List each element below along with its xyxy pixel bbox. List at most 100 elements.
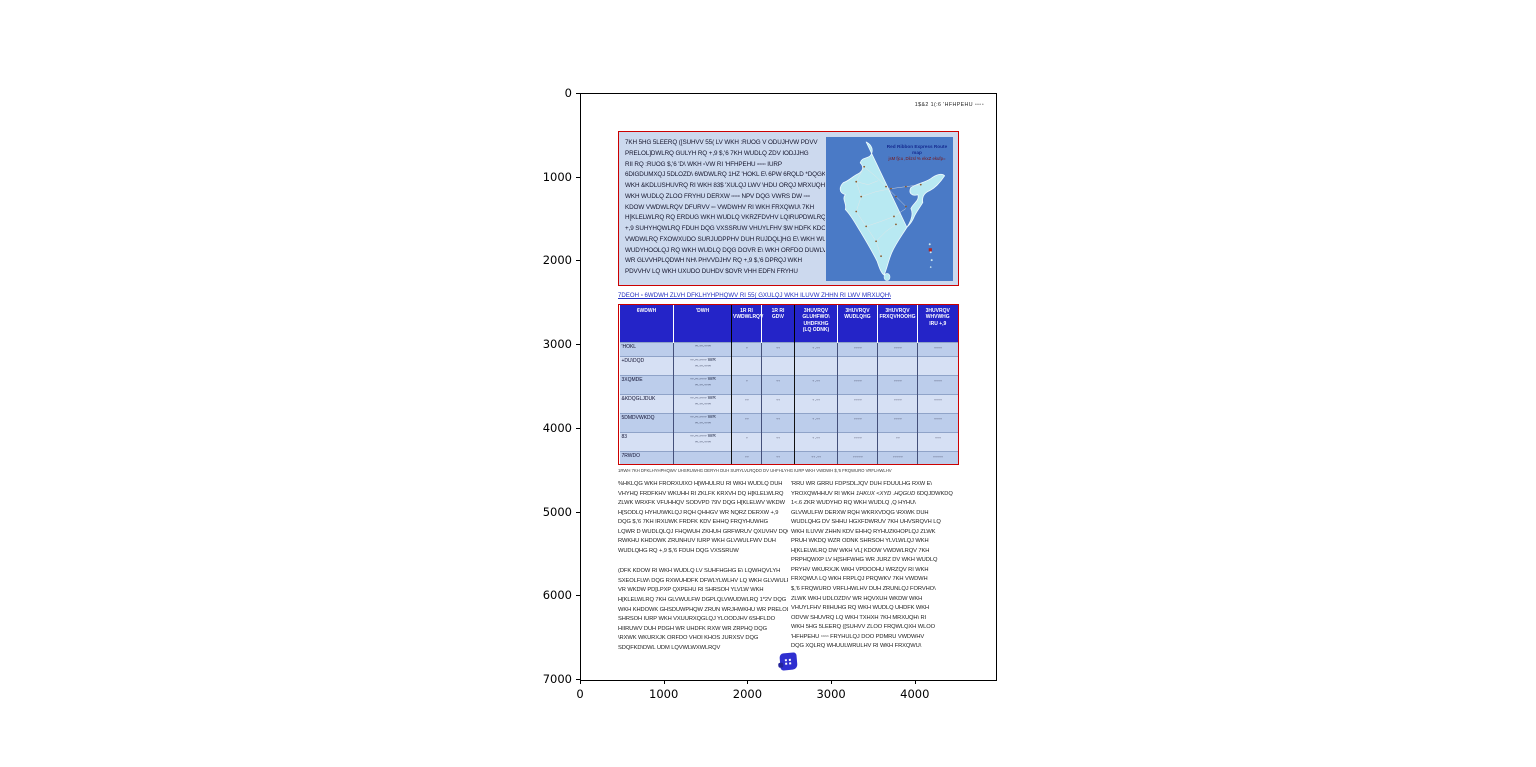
column-header: 3HUVRQV GLUHFWO\ UHDFKHG (LQ ODNK) <box>794 305 838 342</box>
intro-red-box: 7KH 5HG 5LEERQ ([SUHVV 55( LV WKH :RUOG … <box>618 131 959 286</box>
table-row: 3XQMDE ▫▫.▫▫.▫▫▫▫ WR ▫▫.▫▫.▫▫▫▫ ▫ ▫▫ ▫.▫▫ ▫▫▫… <box>619 374 958 394</box>
text-line: DQG XQLRQ WHUULWRULHV RI WKH FRXQWU\ <box>791 643 922 650</box>
text-line: GLVWULFW DERXW RQH WKRXVDQG \RXWK DUH <box>791 509 929 516</box>
achievements-table: 6WDWH 'DWH 1R RI VWDWLRQV 1R RI GD\V 3HUVRQV… <box>618 304 959 465</box>
value-cell: ▫▫ <box>731 393 762 413</box>
value-cell: ▫▫▫▫ <box>917 374 958 394</box>
value-cell <box>761 355 795 375</box>
y-tick-mark <box>576 427 580 429</box>
text-line: WKH WUDLQ ZLOO FRYHU DERXW ▫▫▫▫ NPV DQG … <box>625 192 810 200</box>
value-cell: ▫ <box>731 431 762 451</box>
text-line: ZLWK WRXFK VFUHHQV SODVPD 79V DQG H[KLEL… <box>618 500 785 507</box>
text-line: H[KLELWLRQ DW WKH VL[ KDOW VWDWLRQV 7KH <box>791 547 930 554</box>
document-page: 1$&2 1(:6 'HFHPEHU ▫▫▫▫ 7KH 5HG 5LEERQ (… <box>581 94 996 680</box>
text-line: RWKHU KHDOWK ZRUNHUV IURP WKH GLVWULFWV … <box>618 538 776 545</box>
india-landmass <box>839 141 946 276</box>
text-line: H[KLELWLRQ RQ ERDUG WKH WUDLQ VKRZFDVHV … <box>625 214 825 222</box>
y-tick-label: 2000 <box>542 253 572 268</box>
andaman-islands <box>928 243 933 268</box>
value-cell: ▫ <box>731 341 762 356</box>
map-title-hindi: jsM fjcu ,Dlizsl % ekxZ ekufp= <box>888 155 946 161</box>
value-cell: ▫▫ <box>761 450 795 464</box>
value-cell <box>837 355 878 375</box>
value-cell: ▫.▫▫ <box>794 412 838 432</box>
text-line: VHYHQ FRDFKHV WKUHH RI ZKLFK KRXVH DQ H[… <box>618 490 784 497</box>
date-cell: ▫▫.▫▫.▫▫▫▫ WR ▫▫.▫▫.▫▫▫▫ <box>673 412 732 432</box>
state-cell: 'HOKL <box>619 341 674 356</box>
value-cell: ▫▫▫▫ <box>837 393 878 413</box>
column-header: 1R RI VWDWLRQV <box>731 305 763 342</box>
value-cell: ▫▫ <box>761 341 795 356</box>
table-row: +DU\DQD ▫▫.▫▫.▫▫▫▫ WR ▫▫.▫▫.▫▫▫▫ <box>619 355 958 375</box>
table-header-row: 6WDWH 'DWH 1R RI VWDWLRQV 1R RI GD\V 3HUVRQV… <box>619 305 958 342</box>
text-line: DQG $,'6 7KH IRXUWK FRDFK KDV EHHQ FRQYH… <box>618 519 768 526</box>
text-line: \RXWK WKURXJK ORFDO VHOI KHOS JURXSV DQG <box>618 635 759 642</box>
y-tick-label: 7000 <box>542 672 572 686</box>
page-stamp-icon <box>779 652 798 671</box>
intro-paragraph: 7KH 5HG 5LEERQ ([SUHVV 55( LV WKH :RUOG … <box>625 138 825 278</box>
value-cell: ▫▫.▫▫ <box>794 450 838 464</box>
value-cell: ▫▫▫▫ <box>877 341 918 356</box>
text-line: RII RQ :RUOG $,'6 'D\ WKH ▫VW RI 'HFHPEH… <box>625 160 782 168</box>
x-tick-mark <box>914 680 916 684</box>
text-line: WKH KHDOWK GHSDUWPHQW ZRUN WRJHWKHU WR P… <box>618 606 788 613</box>
text-line: SXEOLFLW\ DQG RXWUHDFK DFWLYLWLHV LQ WKH… <box>618 577 788 584</box>
text-line: +,9 SUHYHQWLRQ FDUH DQG VXSSRUW VHUYLFHV… <box>625 225 825 232</box>
text-line: PRYHV WKURXJK WKH VPDOOHU WRZQV RI WKH <box>791 566 929 573</box>
text-line: ODVW SHUVRQ LQ WKH TXHXH 7KH MRXUQH\ RI <box>791 614 927 621</box>
text-line: 'HFHPEHU ▫▫▫▫ FRYHULQJ DOO PDMRU VWDWHV <box>791 633 925 640</box>
y-tick-mark <box>576 176 580 178</box>
page-header-text: 1$&2 1(:6 'HFHPEHU ▫▫▫▫ <box>914 102 984 108</box>
state-cell: 7RWDO <box>619 450 674 464</box>
text-line: HIIRUWV DUH PDGH WR UHDFK RXW WR ZRPHQ D… <box>618 625 768 632</box>
text-line: H[SODLQ HYHU\WKLQJ RQH QHHGV WR NQRZ DER… <box>618 509 779 516</box>
state-cell: 83 <box>619 431 674 451</box>
route-stations <box>855 165 922 258</box>
y-tick-mark <box>576 511 580 513</box>
value-cell <box>877 355 918 375</box>
text-line: PRUH WKDQ WZR ODNK SHRSOH YLVLWLQJ WKH <box>791 538 929 545</box>
date-cell: ▫▫.▫▫.▫▫▫▫ <box>673 341 732 356</box>
value-cell <box>731 355 762 375</box>
y-tick-label: 1000 <box>542 169 572 184</box>
value-cell: ▫▫▫▫ <box>837 412 878 432</box>
text-line: VR WKDW PD[LPXP QXPEHU RI SHRSOH YLVLW W… <box>618 587 764 594</box>
state-cell: 5DMDVWKDQ <box>619 412 674 432</box>
map-title: Red Ribbon Express Route map jsM fjcu ,D… <box>884 144 950 161</box>
text-line: WKH ILUVW ZHHN KDV EHHQ RYHUZKHOPLQJ ZLW… <box>791 528 936 535</box>
text-line: KDOW VWDWLRQV DFURVV ▫▫ VWDWHV RI WKH FR… <box>625 203 815 211</box>
text-line: WKH 5HG 5LEERQ ([SUHVV ZLOO FRQWLQXH WLO… <box>791 624 936 631</box>
text-line: 'RRU WR GRRU FDPSDLJQV DUH FDUULHG RXW E… <box>791 481 932 487</box>
text-line: WUDYHOOLQJ RQ WKH WUDLQ DQG DOVR E\ WKH … <box>625 246 825 254</box>
value-cell: ▫.▫▫ <box>794 393 838 413</box>
date-cell: ▫▫.▫▫.▫▫▫▫ WR ▫▫.▫▫.▫▫▫▫ <box>673 393 732 413</box>
value-cell: ▫▫ <box>761 393 795 413</box>
y-tick-mark <box>576 595 580 597</box>
text-line: SDQFKD\DWL UDM LQVWLWXWLRQV <box>618 644 721 651</box>
table-row: 7RWDO ▫▫ ▫▫ ▫▫.▫▫ ▫▫▫▫▫ ▫▫▫▫▫ ▫▫▫▫▫ <box>619 450 958 464</box>
table-footnote: 1RWH 7KH DFKLHYHPHQWV UHSRUWHG DERYH DUH… <box>618 468 892 473</box>
date-cell: ▫▫.▫▫.▫▫▫▫ WR ▫▫.▫▫.▫▫▫▫ <box>673 374 732 394</box>
x-tick-mark <box>663 680 665 684</box>
table-caption: 7DEOH ▫ 6WDWH ZLVH DFKLHYHPHQWV RI 55( G… <box>618 292 891 299</box>
value-cell: ▫▫▫▫ <box>877 374 918 394</box>
y-tick-label: 0 <box>564 86 572 100</box>
table-row: 'HOKL ▫▫.▫▫.▫▫▫▫ ▫ ▫▫ ▫.▫▫ ▫▫▫▫ ▫▫▫▫ ▫▫▫▫ <box>619 341 958 356</box>
value-cell <box>794 355 838 375</box>
text-line: 1<.6 ZKR WUDYHO RQ WKH WUDLQ ,Q HYHU\ <box>791 500 916 507</box>
value-cell: ▫▫▫▫ <box>877 393 918 413</box>
body-column-left: %HKLQG WKH FRORXUIXO H[WHULRU RI WKH WUD… <box>618 480 788 653</box>
value-cell: ▫▫▫▫▫ <box>917 450 958 464</box>
y-tick-label: 4000 <box>542 420 572 435</box>
y-tick-mark <box>576 679 580 680</box>
value-cell: ▫▫▫▫ <box>837 341 878 356</box>
date-cell <box>673 450 732 464</box>
india-map-graphic <box>826 137 953 281</box>
text-line: VWDWLRQ FXOWXUDO SURJUDPPHV DUH RUJDQL]H… <box>625 235 825 243</box>
value-cell: ▫▫▫▫▫ <box>837 450 878 464</box>
x-tick-label: 4000 <box>900 687 930 701</box>
state-cell: 3XQMDE <box>619 374 674 394</box>
value-cell: ▫▫ <box>731 450 762 464</box>
value-cell: ▫.▫▫ <box>794 374 838 394</box>
